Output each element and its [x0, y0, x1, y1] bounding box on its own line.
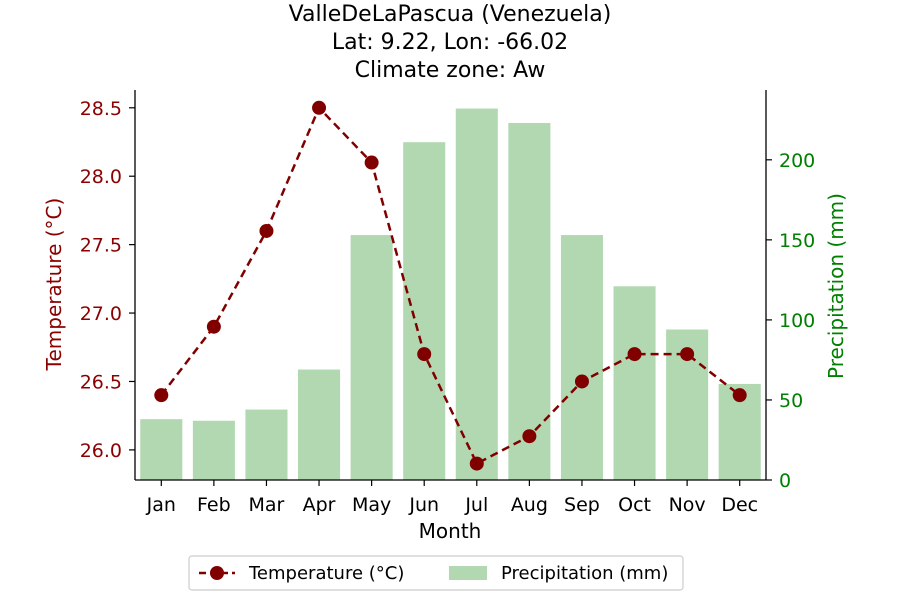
left-y-tick-label: 27.5 [80, 235, 122, 257]
right-y-tick-label: 150 [779, 230, 815, 252]
legend-frame [188, 555, 684, 591]
right-y-tick-label: 0 [779, 470, 791, 492]
precipitation-bar-feb [192, 420, 235, 480]
legend: Temperature (°C) Precipitation (mm) [188, 555, 684, 591]
precipitation-bar-jan [140, 419, 183, 480]
precipitation-bar-oct [613, 286, 656, 480]
temperature-point-dec [732, 388, 747, 403]
right-y-axis-label: Precipitation (mm) [824, 193, 848, 379]
precipitation-bar-aug [508, 122, 551, 481]
precipitation-bar-jun [403, 142, 446, 480]
x-tick-label-nov: Nov [669, 494, 706, 516]
precipitation-bar-may [350, 235, 393, 480]
x-axis-label: Month [419, 519, 482, 543]
precipitation-bars [140, 108, 761, 481]
temperature-point-aug [522, 429, 537, 444]
legend-temperature-marker [210, 566, 224, 580]
left-y-axis-label: Temperature (°C) [42, 198, 66, 372]
right-y-axis-ticks: 0 50 100 150 200 [766, 150, 815, 492]
chart-title: ValleDeLaPascua (Venezuela) Lat: 9.22, L… [289, 2, 612, 83]
precipitation-bar-sep [560, 235, 603, 480]
temperature-point-jun [417, 347, 432, 362]
temperature-point-apr [312, 100, 327, 115]
precipitation-bar-mar [245, 409, 288, 480]
left-y-axis-ticks: 26.0 26.5 27.0 27.5 28.0 28.5 [80, 98, 135, 462]
left-y-tick-label: 28.0 [80, 166, 122, 188]
legend-temperature-label: Temperature (°C) [248, 563, 404, 584]
temperature-line [154, 100, 747, 471]
right-y-tick-label: 50 [779, 390, 803, 412]
legend-precipitation-swatch [449, 566, 487, 580]
legend-precipitation-label: Precipitation (mm) [501, 563, 668, 584]
x-tick-label-apr: Apr [303, 494, 336, 516]
x-tick-label-jul: Jul [464, 494, 488, 516]
x-tick-label-jan: Jan [146, 494, 176, 516]
x-tick-label-may: May [352, 494, 391, 516]
chart-title-line-3: Climate zone: Aw [355, 58, 546, 83]
x-axis-ticks: Jan Feb Mar Apr May Jun Jul Aug Sep Oct Nov Dec [146, 480, 758, 516]
chart-title-line-1: ValleDeLaPascua (Venezuela) [289, 2, 612, 27]
left-y-tick-label: 27.0 [80, 303, 122, 325]
left-y-tick-label: 28.5 [80, 98, 122, 120]
precipitation-bar-jul [455, 108, 498, 481]
right-y-tick-label: 200 [779, 150, 815, 172]
temperature-point-may [364, 155, 379, 170]
temperature-point-feb [206, 319, 221, 334]
left-y-tick-label: 26.0 [80, 440, 122, 462]
temperature-series-line [160, 105, 741, 466]
x-tick-label-mar: Mar [249, 494, 285, 516]
x-tick-label-feb: Feb [197, 494, 231, 516]
plot-axes [134, 90, 767, 481]
temperature-point-nov [680, 347, 695, 362]
temperature-point-sep [574, 374, 589, 389]
right-y-tick-label: 100 [779, 310, 815, 332]
x-tick-label-dec: Dec [721, 494, 758, 516]
left-y-tick-label: 26.5 [80, 371, 122, 393]
temperature-point-jul [469, 456, 484, 471]
x-tick-label-sep: Sep [564, 494, 600, 516]
precipitation-bar-apr [298, 369, 341, 480]
temperature-point-jan [154, 388, 169, 403]
x-tick-label-oct: Oct [618, 494, 651, 516]
x-tick-label-aug: Aug [511, 494, 548, 516]
x-tick-label-jun: Jun [408, 494, 439, 516]
chart-title-line-2: Lat: 9.22, Lon: -66.02 [332, 30, 568, 55]
temperature-point-oct [627, 347, 642, 362]
temperature-point-mar [259, 223, 274, 238]
